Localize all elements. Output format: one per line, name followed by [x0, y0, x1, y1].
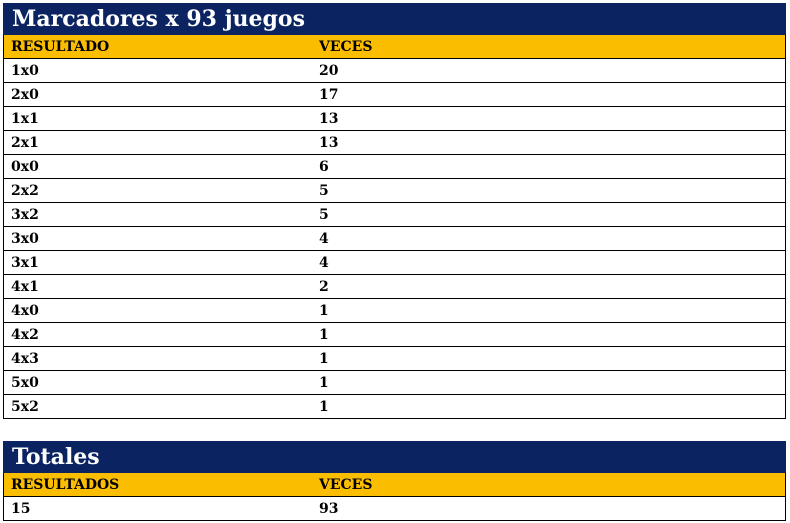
count-cell: 1: [312, 370, 786, 395]
count-cell: 5: [312, 178, 786, 203]
scores-header-count: VECES: [312, 34, 786, 59]
table-row: 5x0 1: [3, 370, 786, 395]
scores-title: Marcadores x 93 juegos: [3, 3, 786, 35]
total-count-cell: 93: [312, 496, 786, 521]
count-cell: 1: [312, 394, 786, 419]
result-cell: 2x0: [3, 82, 312, 107]
result-cell: 4x1: [3, 274, 312, 299]
scores-table: Marcadores x 93 juegos RESULTADO VECES 1…: [3, 3, 786, 419]
scores-header-result: RESULTADO: [3, 34, 312, 59]
result-cell: 4x0: [3, 298, 312, 323]
count-cell: 6: [312, 154, 786, 179]
count-cell: 4: [312, 226, 786, 251]
count-cell: 1: [312, 322, 786, 347]
totals-row: 15 93: [3, 496, 786, 521]
table-row: 2x1 13: [3, 130, 786, 155]
count-cell: 13: [312, 130, 786, 155]
table-row: 4x2 1: [3, 322, 786, 347]
table-row: 4x3 1: [3, 346, 786, 371]
result-cell: 3x2: [3, 202, 312, 227]
table-row: 4x0 1: [3, 298, 786, 323]
table-row: 3x0 4: [3, 226, 786, 251]
table-row: 4x1 2: [3, 274, 786, 299]
count-cell: 1: [312, 346, 786, 371]
table-row: 1x1 13: [3, 106, 786, 131]
table-row: 3x2 5: [3, 202, 786, 227]
totals-title: Totales: [3, 441, 786, 473]
result-cell: 4x3: [3, 346, 312, 371]
table-row: 0x0 6: [3, 154, 786, 179]
total-results-cell: 15: [3, 496, 312, 521]
table-row: 1x0 20: [3, 58, 786, 83]
result-cell: 3x1: [3, 250, 312, 275]
count-cell: 4: [312, 250, 786, 275]
totals-title-row: Totales: [3, 441, 786, 473]
scores-header-row: RESULTADO VECES: [3, 34, 786, 59]
result-cell: 1x1: [3, 106, 312, 131]
result-cell: 3x0: [3, 226, 312, 251]
count-cell: 20: [312, 58, 786, 83]
result-cell: 5x2: [3, 394, 312, 419]
count-cell: 2: [312, 274, 786, 299]
result-cell: 2x2: [3, 178, 312, 203]
result-cell: 2x1: [3, 130, 312, 155]
totals-header-results: RESULTADOS: [3, 472, 312, 497]
result-cell: 1x0: [3, 58, 312, 83]
count-cell: 17: [312, 82, 786, 107]
scores-title-row: Marcadores x 93 juegos: [3, 3, 786, 35]
count-cell: 5: [312, 202, 786, 227]
totals-header-row: RESULTADOS VECES: [3, 472, 786, 497]
table-row: 5x2 1: [3, 394, 786, 419]
count-cell: 1: [312, 298, 786, 323]
count-cell: 13: [312, 106, 786, 131]
totals-table: Totales RESULTADOS VECES 15 93: [3, 441, 786, 521]
table-row: 3x1 4: [3, 250, 786, 275]
totals-header-count: VECES: [312, 472, 786, 497]
result-cell: 0x0: [3, 154, 312, 179]
table-row: 2x0 17: [3, 82, 786, 107]
result-cell: 5x0: [3, 370, 312, 395]
table-row: 2x2 5: [3, 178, 786, 203]
result-cell: 4x2: [3, 322, 312, 347]
